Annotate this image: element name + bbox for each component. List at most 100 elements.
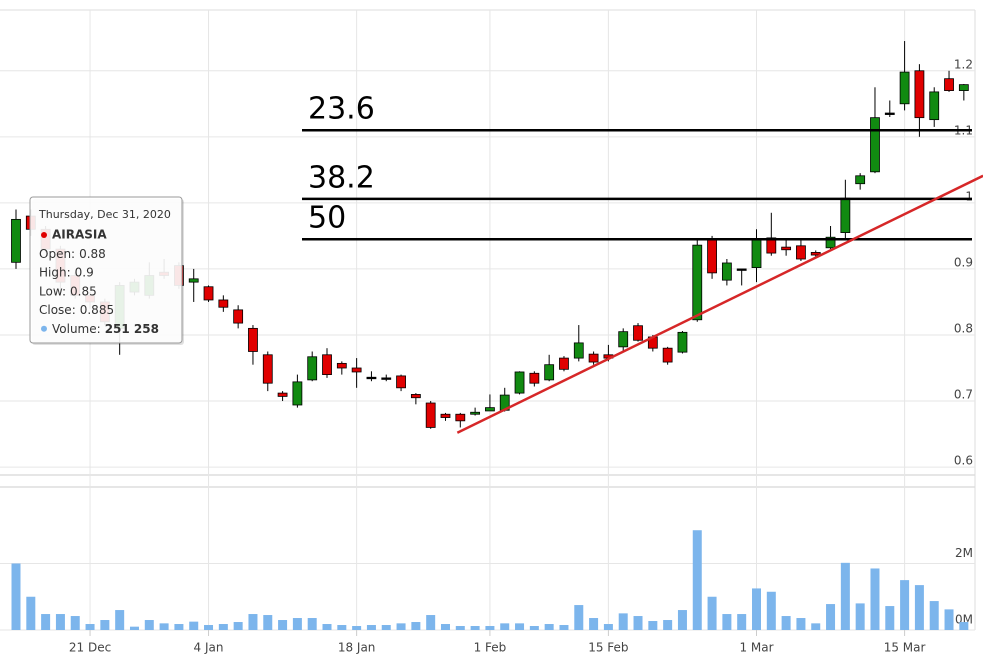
candle-body — [914, 70, 925, 119]
candle-body — [396, 375, 406, 389]
candle-body — [707, 239, 717, 274]
tooltip-series: AIRASIA — [52, 228, 107, 242]
y-tick-label: 1 — [965, 189, 973, 203]
volume-bar — [115, 610, 125, 630]
candle-body — [884, 112, 895, 115]
volume-bar — [914, 585, 924, 630]
candle-body — [425, 402, 436, 428]
tooltip-row-label: Close: — [39, 303, 76, 317]
x-tick-label: 15 Mar — [884, 641, 926, 655]
volume-bar — [278, 620, 288, 630]
candle-body — [381, 377, 392, 380]
candle-body — [825, 236, 836, 249]
candle-body — [292, 381, 303, 406]
volume-bar — [263, 615, 273, 630]
tooltip-volume-dot — [41, 325, 47, 332]
tooltip-row-value: 0.85 — [70, 284, 97, 298]
volume-bar — [929, 601, 939, 630]
volume-bar — [248, 614, 258, 630]
volume-bar — [840, 562, 850, 630]
candle-body — [248, 327, 258, 352]
y-tick-label: 0.8 — [954, 321, 973, 335]
volume-bar — [885, 606, 895, 630]
candle-body — [203, 286, 214, 301]
candle-body — [899, 71, 910, 105]
volume-bar — [485, 626, 495, 630]
candle-body — [514, 371, 525, 394]
candle-body — [810, 252, 821, 256]
candle-body — [692, 244, 703, 321]
volume-bar — [396, 623, 406, 630]
candle-body — [529, 372, 540, 384]
volume-bar — [648, 621, 658, 630]
candle-body — [366, 376, 377, 380]
volume-bar — [189, 621, 199, 630]
tooltip-title: Thursday, Dec 31, 2020 — [38, 208, 171, 221]
candle-body — [588, 353, 599, 363]
volume-bar — [692, 530, 702, 630]
volume-bar — [811, 623, 821, 630]
x-tick-label: 1 Mar — [739, 641, 773, 655]
candle-body — [307, 356, 318, 381]
volume-bar — [677, 610, 687, 630]
tooltip-row-value: 0.88 — [79, 247, 106, 261]
volume-bar — [796, 618, 806, 630]
candle-body — [455, 413, 466, 422]
x-tick-label: 21 Dec — [69, 641, 111, 655]
tooltip-box — [29, 196, 183, 344]
candle-body — [944, 78, 954, 91]
candle-body — [322, 354, 332, 376]
volume-bar — [529, 626, 539, 630]
volume-bar — [233, 622, 243, 630]
tooltip-row: Volume: 251 258 — [52, 321, 159, 335]
volume-bar — [781, 616, 791, 630]
candle-body — [485, 407, 495, 412]
x-tick-label: 4 Jan — [194, 641, 224, 655]
volume-bar — [500, 623, 510, 630]
candle-body — [559, 357, 569, 370]
y-tick-label: 0.9 — [954, 255, 973, 269]
candle-body — [870, 117, 880, 173]
volume-bar — [322, 624, 332, 630]
tooltip: Thursday, Dec 31, 2020 AIRASIA Open: 0.88 Hi… — [29, 196, 184, 345]
volume-bar — [544, 624, 554, 630]
volume-bar — [292, 618, 302, 630]
candle-body — [840, 197, 851, 233]
volume-bar — [737, 614, 747, 630]
tooltip-row: High: 0.9 — [39, 265, 94, 279]
volume-bar — [900, 580, 910, 630]
tooltip-row: Close: 0.885 — [39, 303, 114, 317]
candle-body — [929, 91, 940, 121]
candle-body — [11, 218, 21, 263]
candle-body — [470, 411, 481, 415]
volume-bar — [440, 624, 450, 630]
volume-bar — [85, 624, 95, 630]
volume-bar — [366, 625, 376, 630]
tooltip-row-label: Open: — [39, 247, 75, 261]
tooltip-row-value: 251 258 — [105, 321, 159, 335]
volume-bar — [663, 620, 673, 630]
y-tick-label: 0.6 — [954, 454, 973, 468]
candle-body — [677, 331, 688, 353]
candle-body — [736, 268, 747, 271]
volume-bar — [144, 620, 154, 630]
volume-bar — [337, 625, 347, 630]
candle-body — [440, 413, 451, 418]
candle-body — [410, 394, 421, 399]
candle-body — [188, 278, 199, 283]
volume-bar — [174, 624, 184, 630]
volume-bar — [352, 626, 362, 630]
volume-bar — [41, 614, 51, 630]
volume-bar — [944, 609, 954, 630]
volume-bar — [100, 620, 110, 630]
candle-body — [796, 245, 806, 260]
volume-bar — [618, 613, 628, 630]
fib-label: 38.2 — [308, 160, 375, 195]
tooltip-row-value: 0.9 — [75, 265, 94, 279]
volume-bar — [752, 588, 761, 630]
volume-bar — [589, 618, 599, 630]
fib-label: 23.6 — [308, 92, 375, 127]
volume-bar — [204, 625, 214, 630]
volume-bar — [574, 605, 584, 630]
tooltip-row-value: 0.885 — [80, 303, 114, 317]
